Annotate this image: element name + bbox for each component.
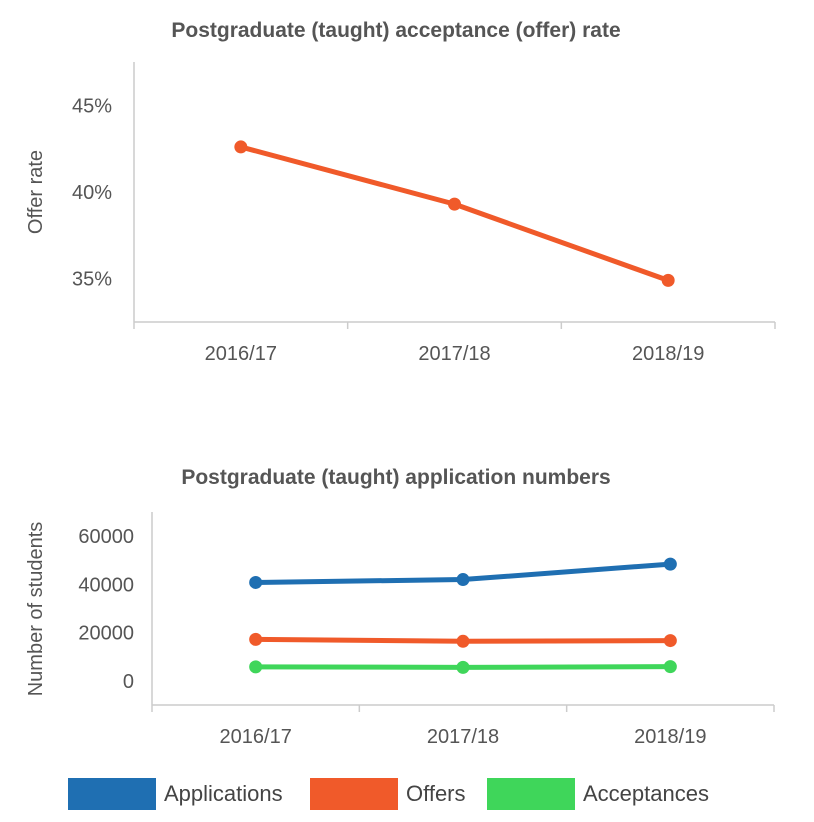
legend-swatch-offers [310, 778, 398, 810]
application-numbers-x-tick-label: 2018/19 [634, 726, 706, 748]
application-numbers-y-tick-label: 40000 [78, 574, 134, 596]
offer-rate-y-tick-label: 35% [72, 269, 112, 291]
legend-item-offers[interactable]: Offers [310, 778, 466, 810]
application-numbers-x-tick-label: 2016/17 [220, 726, 292, 748]
application-numbers-y-tick-label: 0 [123, 671, 134, 693]
legend-swatch-applications [68, 778, 156, 810]
legend-item-applications[interactable]: Applications [68, 778, 283, 810]
application-numbers-y-tick-label: 20000 [78, 623, 134, 645]
legend: Applications Offers Acceptances [68, 778, 709, 810]
offer-rate-series-line [238, 144, 671, 283]
offer-rate-data-point[interactable] [234, 140, 248, 154]
applications-data-point[interactable] [249, 575, 263, 589]
application-numbers-y-tick-label: 60000 [78, 526, 134, 548]
offer-rate-chart-title: Postgraduate (taught) acceptance (offer)… [171, 19, 620, 42]
legend-swatch-acceptances [487, 778, 575, 810]
offers-data-point[interactable] [249, 632, 263, 646]
acceptances-data-point[interactable] [249, 660, 263, 674]
acceptances-data-point[interactable] [456, 660, 470, 674]
application-numbers-chart-title: Postgraduate (taught) application number… [181, 466, 610, 489]
offer-rate-y-axis-title: Offer rate [25, 150, 47, 234]
legend-label-acceptances: Acceptances [583, 781, 709, 806]
offers-data-point[interactable] [456, 634, 470, 648]
application-numbers-x-tick-label: 2017/18 [427, 726, 499, 748]
legend-label-applications: Applications [164, 781, 283, 806]
applications-data-point[interactable] [663, 557, 677, 571]
offer-rate-x-tick-label: 2016/17 [205, 343, 277, 365]
offer-rate-y-tick-label: 40% [72, 182, 112, 204]
application-numbers-chart: Postgraduate (taught) application number… [25, 466, 775, 810]
offer-rate-x-tick-label: 2018/19 [632, 343, 704, 365]
offer-rate-data-point[interactable] [448, 197, 461, 211]
offer-rate-chart: Postgraduate (taught) acceptance (offer)… [25, 19, 776, 365]
offer-rate-data-point[interactable] [661, 273, 675, 287]
legend-item-acceptances[interactable]: Acceptances [487, 778, 709, 810]
application-numbers-y-axis-title: Number of students [25, 522, 47, 697]
acceptances-data-point[interactable] [663, 660, 677, 674]
offer-rate-x-tick-label: 2017/18 [418, 343, 490, 365]
offers-data-point[interactable] [663, 634, 677, 648]
legend-label-offers: Offers [406, 781, 466, 806]
offer-rate-y-tick-label: 45% [72, 95, 112, 117]
applications-data-point[interactable] [456, 573, 470, 587]
